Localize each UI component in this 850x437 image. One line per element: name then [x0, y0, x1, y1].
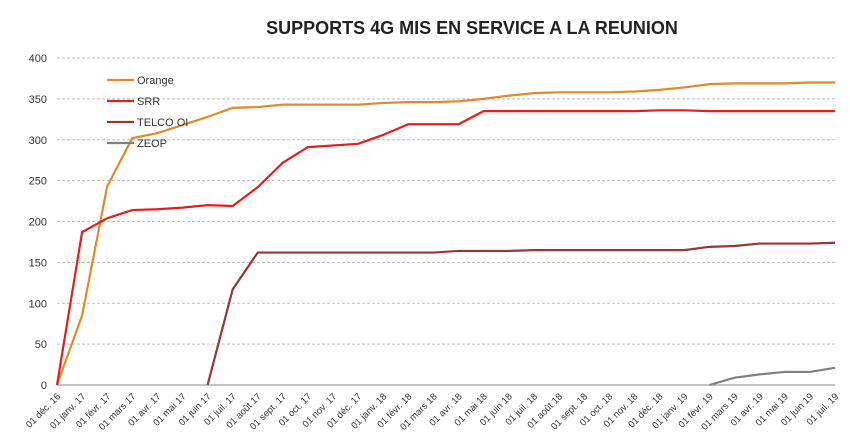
y-tick-label: 300: [29, 135, 47, 147]
y-tick-label: 350: [29, 94, 47, 106]
series-line: [55, 109, 835, 386]
legend-label: Orange: [137, 75, 174, 87]
y-tick-label: 0: [41, 380, 47, 392]
legend-label: SRR: [137, 96, 160, 108]
series-line: [206, 241, 836, 386]
series-line: [709, 366, 836, 387]
legend-label: TELCO OI: [137, 117, 188, 129]
y-tick-label: 400: [29, 53, 47, 65]
y-tick-label: 100: [29, 298, 47, 310]
legend-label: ZEOP: [137, 138, 167, 150]
series-line: [55, 81, 835, 386]
y-tick-label: 200: [29, 217, 47, 229]
y-tick-label: 250: [29, 176, 47, 188]
y-tick-label: 150: [29, 257, 47, 269]
chart-title: SUPPORTS 4G MIS EN SERVICE A LA REUNION: [266, 18, 678, 38]
y-tick-label: 50: [35, 339, 47, 351]
